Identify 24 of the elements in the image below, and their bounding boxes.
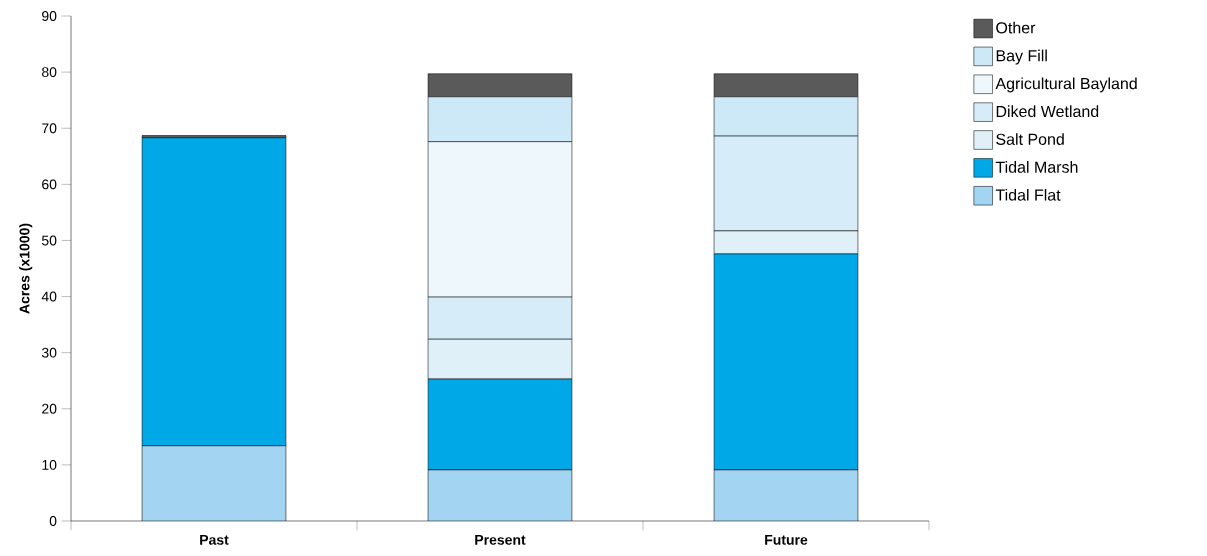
y-tick-label: 30 (41, 347, 57, 358)
legend-label: Tidal Marsh (995, 161, 1078, 173)
x-tick-label: Past (200, 535, 229, 545)
y-tick-label: 0 (49, 516, 57, 526)
bar (428, 469, 572, 521)
y-tick-label: 90 (42, 11, 57, 21)
legend-label: Diked Wetland (996, 105, 1099, 118)
x-tick-label: Future (765, 535, 808, 545)
y-tick-label: 20 (42, 403, 57, 414)
y-tick-label: 10 (42, 459, 57, 470)
x-tick-label: Present (475, 535, 526, 545)
bar (713, 469, 859, 521)
y-tick-label: 50 (41, 235, 57, 246)
y-tick-label: 70 (42, 123, 57, 134)
y-axis-title: Acres (x1000) (19, 223, 33, 314)
legend-label: Salt Pond (996, 133, 1064, 145)
legend-label: Bay Fill (996, 49, 1047, 65)
legend-label: Agricultural Bayland (995, 77, 1137, 93)
legend-label: Tidal Flat (995, 188, 1061, 201)
y-tick-label: 80 (42, 67, 57, 78)
y-tick-label: 60 (42, 179, 57, 190)
bar (142, 445, 286, 521)
y-tick-label: 40 (41, 291, 57, 302)
legend-label: Other (996, 21, 1036, 34)
